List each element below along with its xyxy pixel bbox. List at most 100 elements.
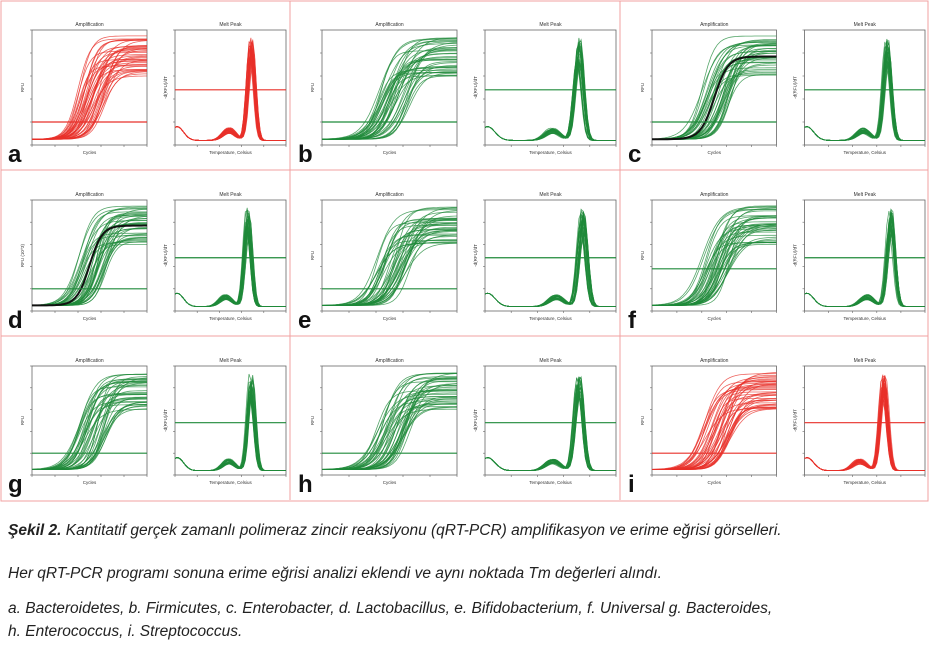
melt-series-group — [804, 208, 925, 307]
melt-series-group — [804, 374, 925, 471]
amp-ylabel: RFU — [640, 416, 645, 425]
amp-series-group — [32, 35, 147, 140]
melt-series-line — [804, 46, 925, 141]
amp-series-line — [32, 378, 147, 470]
amp-ylabel: RFU — [20, 83, 25, 92]
caption-line-3: a. Bacteroidetes, b. Firmicutes, c. Ente… — [8, 600, 773, 617]
melt-ylabel: -d(RFU)/dT — [163, 76, 168, 99]
amp-xlabel: Cycles — [83, 480, 97, 485]
amp-series-group — [322, 372, 457, 470]
melt-plot-frame — [174, 199, 287, 312]
amp-series-line — [32, 75, 147, 140]
amp-xlabel: Cycles — [707, 150, 721, 155]
melt-title: Melt Peak — [854, 22, 877, 28]
amp-title: Amplification — [75, 358, 104, 364]
amp-series-line — [322, 50, 457, 140]
melt-plot-frame — [484, 199, 617, 312]
melt-series-group — [175, 373, 286, 471]
panel-h: Amplification Cycles RFU Melt Peak Temperatu… — [298, 358, 617, 498]
melt-series-line — [804, 395, 925, 471]
amp-series-line — [322, 390, 457, 470]
amp-series-group — [322, 206, 457, 306]
amp-title: Amplification — [375, 192, 404, 198]
amp-series-line — [652, 383, 777, 470]
amp-series-line — [32, 206, 147, 306]
amp-title: Amplification — [700, 22, 729, 28]
amp-series-group — [32, 373, 147, 470]
melt-xlabel: Temperature, Celsius — [529, 150, 572, 155]
melt-title: Melt Peak — [219, 22, 242, 28]
figure-border — [0, 0, 929, 502]
panel-label: b — [298, 141, 313, 168]
amp-series-group — [652, 35, 777, 141]
amp-series-line — [322, 393, 457, 470]
panel-label: e — [298, 307, 311, 334]
amp-series-line — [652, 208, 777, 306]
amp-title: Amplification — [375, 358, 404, 364]
amp-series-group — [652, 372, 777, 470]
caption-line-2: Her qRT-PCR programı sonuna erime eğrisi… — [8, 565, 662, 582]
amp-series-line — [32, 396, 147, 470]
melt-plot-frame — [174, 29, 287, 146]
amp-title: Amplification — [700, 358, 729, 364]
panel-label: f — [628, 307, 637, 334]
melt-plot-frame — [484, 29, 617, 146]
melt-ylabel: -d(RFU)/dT — [793, 409, 798, 432]
amp-title: Amplification — [75, 22, 104, 28]
amp-plot-frame — [651, 29, 777, 146]
melt-ylabel: -d(RFU)/dT — [473, 76, 478, 99]
amp-series-group — [652, 205, 777, 306]
amp-xlabel: Cycles — [383, 480, 397, 485]
panel-label: i — [628, 471, 635, 498]
panel-b: Amplification Cycles RFU Melt Peak Temperatu… — [298, 22, 617, 168]
melt-title: Melt Peak — [539, 358, 562, 364]
melt-xlabel: Temperature, Celsius — [529, 316, 572, 321]
melt-title: Melt Peak — [539, 22, 562, 28]
melt-title: Melt Peak — [854, 358, 877, 364]
melt-plot-frame — [804, 365, 926, 476]
melt-series-line — [485, 63, 616, 141]
melt-xlabel: Temperature, Celsius — [209, 150, 252, 155]
amp-xlabel: Cycles — [707, 316, 721, 321]
panel-e: Amplification Cycles RFU Melt Peak Temperatu… — [298, 192, 617, 334]
amp-series-line — [32, 381, 147, 470]
amp-xlabel: Cycles — [83, 150, 97, 155]
amp-series-line — [322, 209, 457, 306]
amp-mean-line — [32, 224, 147, 307]
amp-ylabel: RFU — [640, 83, 645, 92]
panel-label: d — [8, 307, 23, 334]
amp-xlabel: Cycles — [83, 316, 97, 321]
melt-plot-frame — [804, 29, 926, 146]
melt-title: Melt Peak — [219, 192, 242, 198]
melt-xlabel: Temperature, Celsius — [843, 150, 886, 155]
melt-plot-frame — [804, 199, 926, 312]
melt-ylabel: -d(RFU)/dT — [473, 409, 478, 432]
amp-xlabel: Cycles — [383, 150, 397, 155]
melt-series-group — [485, 375, 616, 471]
panel-a: Amplification Cycles RFU Melt Peak Temperatu… — [8, 22, 287, 168]
melt-ylabel: -d(RFU)/dT — [163, 409, 168, 432]
panel-label: c — [628, 141, 641, 168]
panel-label: g — [8, 471, 23, 498]
panel-d: Amplification Cycles RFU (10^3) Melt Peak Te… — [8, 192, 287, 334]
amp-ylabel: RFU — [310, 416, 315, 425]
panel-g: Amplification Cycles RFU Melt Peak Temperatu… — [8, 358, 287, 498]
amp-series-line — [32, 208, 147, 306]
melt-series-group — [175, 207, 286, 308]
melt-xlabel: Temperature, Celsius — [843, 480, 886, 485]
amp-series-line — [322, 43, 457, 140]
amp-xlabel: Cycles — [383, 316, 397, 321]
amp-series-group — [32, 205, 147, 307]
panel-label: h — [298, 471, 313, 498]
amp-ylabel: RFU — [310, 83, 315, 92]
melt-ylabel: -d(RFU)/dT — [163, 244, 168, 267]
melt-ylabel: -d(RFU)/dT — [473, 244, 478, 267]
melt-series-line — [804, 215, 925, 307]
panel-label: a — [8, 141, 22, 168]
melt-series-line — [485, 391, 616, 471]
amp-series-line — [652, 234, 777, 306]
amp-series-line — [652, 373, 777, 470]
amp-mean-line — [652, 55, 777, 141]
amp-ylabel: RFU — [20, 416, 25, 425]
caption-label: Şekil 2. — [8, 522, 62, 539]
